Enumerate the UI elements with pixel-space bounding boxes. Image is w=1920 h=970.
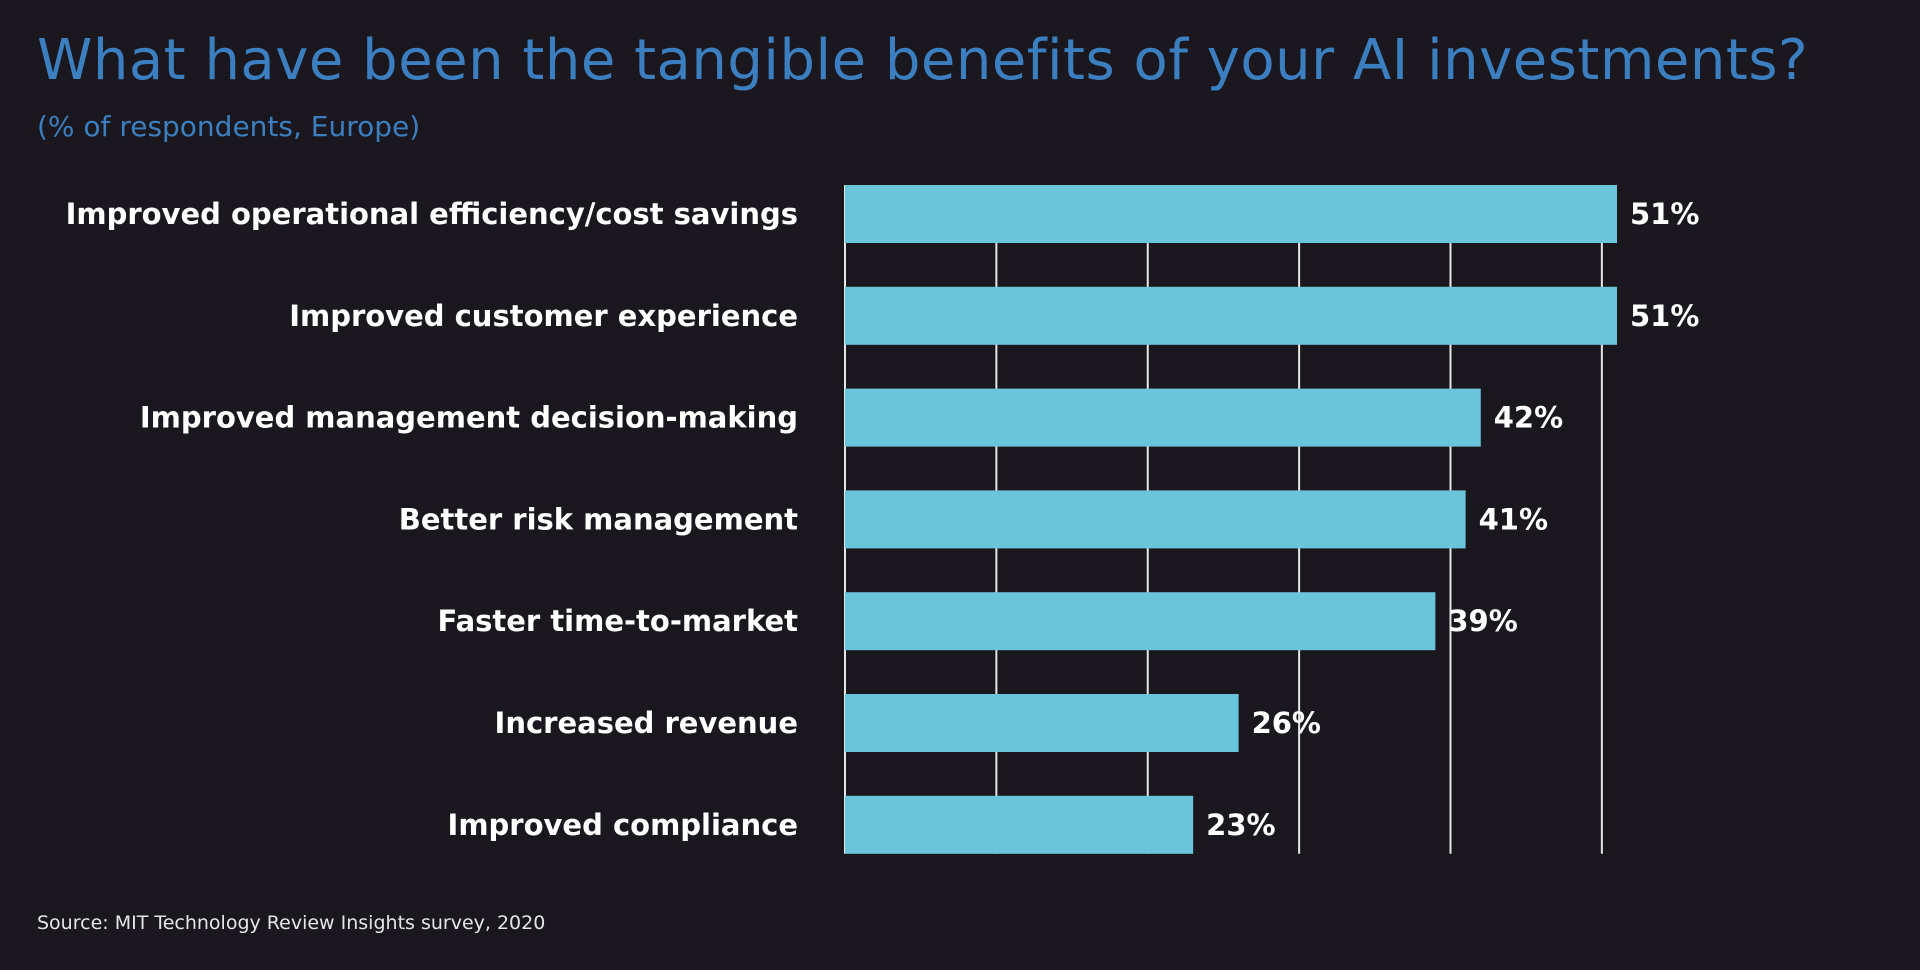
category-label: Faster time-to-market: [437, 604, 798, 638]
value-label: 26%: [1252, 706, 1321, 740]
value-label: 51%: [1630, 197, 1699, 231]
bar-5: [845, 694, 1239, 752]
bar-0: [845, 185, 1617, 243]
bar-4: [845, 592, 1436, 651]
value-label: 41%: [1479, 502, 1548, 536]
source-note: Source: MIT Technology Review Insights s…: [37, 912, 546, 934]
chart-subtitle: (% of respondents, Europe): [37, 110, 421, 143]
category-labels: Improved operational efficiency/cost sav…: [66, 197, 799, 842]
category-label: Better risk management: [399, 502, 798, 536]
value-label: 23%: [1206, 808, 1275, 842]
bars: [845, 185, 1617, 854]
category-label: Increased revenue: [495, 706, 798, 740]
value-label: 39%: [1448, 604, 1517, 638]
category-label: Improved operational efficiency/cost sav…: [66, 197, 798, 231]
bar-1: [845, 286, 1617, 345]
bar-3: [845, 490, 1466, 549]
value-labels: 51% 51% 42% 41% 39% 26% 23%: [1206, 197, 1699, 842]
category-label: Improved management decision-making: [140, 401, 798, 435]
value-label: 42%: [1494, 401, 1563, 435]
bar-2: [845, 388, 1481, 447]
category-label: Improved customer experience: [289, 299, 798, 333]
category-label: Improved compliance: [448, 808, 798, 842]
value-label: 51%: [1630, 299, 1699, 333]
bar-6: [845, 795, 1194, 854]
chart-title: What have been the tangible benefits of …: [37, 28, 1809, 93]
